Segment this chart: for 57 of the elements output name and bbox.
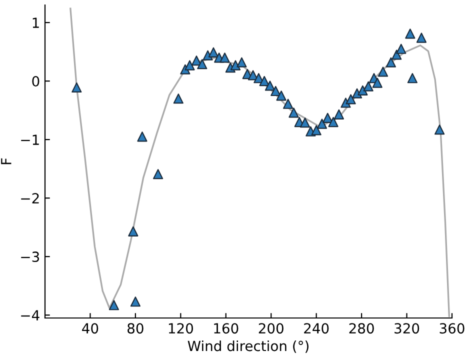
point: [230, 60, 241, 70]
point: [288, 108, 299, 118]
point: [405, 28, 416, 39]
y-axis-title: F: [1, 158, 12, 164]
point: [311, 125, 322, 136]
point: [153, 169, 164, 180]
point: [416, 32, 427, 43]
y-tick-label: −2: [21, 193, 39, 204]
point: [270, 86, 281, 96]
x-tick-label: 120: [168, 323, 193, 334]
y-tick-label: −4: [21, 310, 40, 320]
point: [220, 52, 230, 63]
point: [276, 90, 286, 101]
point: [128, 226, 138, 236]
point: [407, 73, 418, 84]
point: [346, 94, 356, 104]
x-tick-label: 240: [304, 323, 329, 334]
point: [316, 118, 328, 129]
x-tick-label: 40: [82, 323, 98, 334]
point: [434, 124, 445, 135]
x-tick-label: 320: [394, 323, 420, 334]
y-tick-label: 0: [32, 76, 40, 87]
point: [137, 132, 148, 142]
point: [283, 98, 294, 109]
y-tick-label: 1: [32, 18, 39, 28]
point: [254, 73, 264, 84]
line-series: [70, 8, 450, 318]
x-tick-label: 360: [440, 323, 464, 334]
x-tick-label: 200: [258, 323, 284, 334]
point: [378, 66, 388, 77]
point: [184, 60, 195, 70]
x-tick-label: 160: [214, 323, 238, 334]
point: [363, 81, 374, 92]
point: [386, 57, 396, 68]
point: [300, 118, 310, 128]
point: [130, 296, 140, 307]
point: [264, 80, 276, 91]
x-tick-label: 80: [128, 323, 144, 334]
point: [197, 59, 208, 70]
point: [259, 76, 270, 86]
point: [334, 109, 344, 120]
point: [322, 112, 333, 123]
point: [372, 78, 382, 88]
point: [358, 85, 368, 96]
point: [328, 116, 338, 128]
x-axis-title: Wind direction (°): [188, 340, 308, 353]
y-tick-label: −1: [21, 134, 39, 145]
point: [208, 47, 219, 58]
point: [352, 88, 362, 98]
y-tick-label: −3: [21, 252, 40, 262]
point: [173, 94, 184, 104]
point: [108, 300, 120, 310]
point: [72, 82, 82, 93]
point: [396, 44, 406, 54]
point: [392, 50, 402, 60]
point: [236, 57, 247, 68]
x-tick-label: 280: [349, 323, 374, 334]
